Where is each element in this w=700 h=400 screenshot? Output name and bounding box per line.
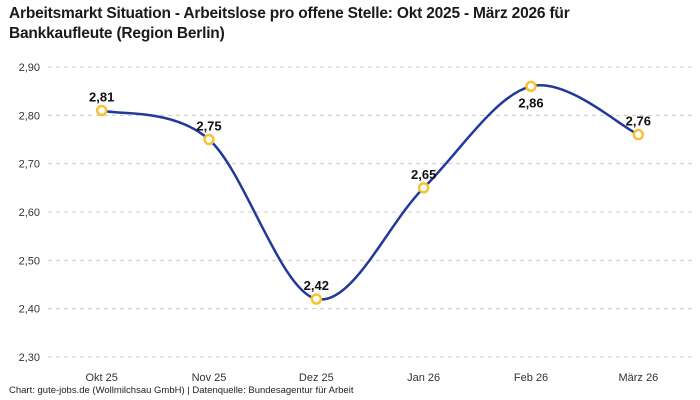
y-axis-tick-label: 2,40: [19, 304, 40, 316]
data-point-marker[interactable]: [310, 293, 323, 305]
data-point-marker[interactable]: [95, 104, 108, 117]
data-point-label: 2,81: [89, 90, 114, 105]
data-point-marker[interactable]: [417, 182, 430, 194]
data-point-marker[interactable]: [632, 128, 645, 141]
y-axis-tick-label: 2,90: [19, 62, 40, 74]
x-axis-tick-label: Jan 26: [407, 372, 440, 384]
x-axis-tick-label: Nov 25: [192, 372, 227, 384]
series-line: [100, 84, 640, 301]
chart-title-line-1: Arbeitsmarkt Situation - Arbeitslose pro…: [9, 5, 570, 22]
x-axis-tick-label: März 26: [618, 372, 658, 384]
y-axis-tick-label: 2,50: [19, 255, 40, 267]
y-axis-tick-label: 2,80: [19, 110, 40, 122]
chart-credit: Chart: gute-jobs.de (Wollmilchsau GmbH) …: [9, 385, 354, 396]
data-point-label: 2,65: [411, 167, 436, 182]
data-point-marker[interactable]: [203, 133, 215, 146]
x-axis-tick-label: Okt 25: [85, 372, 117, 384]
data-point-label: 2,76: [626, 114, 651, 129]
data-point-label: 2,86: [518, 95, 543, 110]
x-axis-tick-label: Dez 25: [299, 372, 334, 384]
data-point-marker[interactable]: [525, 80, 537, 93]
data-point-label: 2,42: [304, 278, 329, 293]
line-chart-canvas: 2,90 2,80 2,70 2,60 2,50 2,40 2,30 Okt 25 Nov 25…: [19, 62, 692, 384]
x-axis-tick-label: Feb 26: [514, 372, 548, 384]
y-axis-tick-label: 2,60: [19, 207, 40, 219]
chart-title: Arbeitsmarkt Situation - Arbeitslose pro…: [9, 4, 690, 44]
data-point-label: 2,75: [196, 119, 221, 134]
y-axis-tick-label: 2,30: [19, 352, 40, 364]
chart-title-line-2: Bankkaufleute (Region Berlin): [9, 25, 225, 42]
y-axis-tick-label: 2,70: [19, 159, 40, 171]
